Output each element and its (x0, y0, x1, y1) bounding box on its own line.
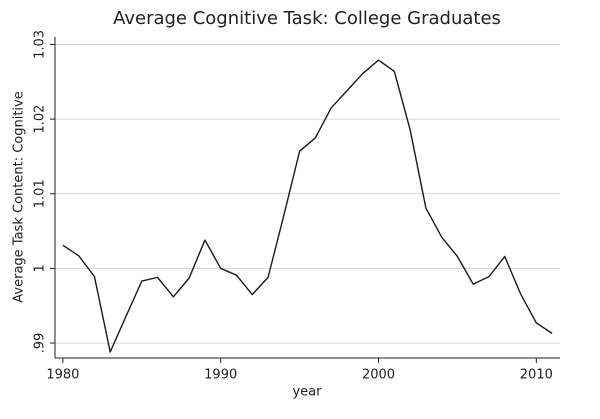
y-tick-label: 1.01 (33, 179, 48, 208)
x-tick-label: 1980 (46, 368, 79, 383)
data-line (62, 59, 553, 353)
chart-title: Average Cognitive Task: College Graduate… (113, 8, 501, 29)
y-tick-label: 1 (33, 264, 48, 272)
y-tick-label: 1.03 (33, 30, 48, 59)
x-tick-label: 2000 (362, 368, 395, 383)
y-axis-label: Average Task Content: Cognitive (12, 91, 27, 302)
y-tick-label: .99 (33, 333, 48, 354)
x-tick-label: 2010 (520, 368, 553, 383)
y-tick-label: 1.02 (33, 105, 48, 134)
x-axis-label: year (292, 385, 322, 400)
x-tick-label: 1990 (204, 368, 237, 383)
